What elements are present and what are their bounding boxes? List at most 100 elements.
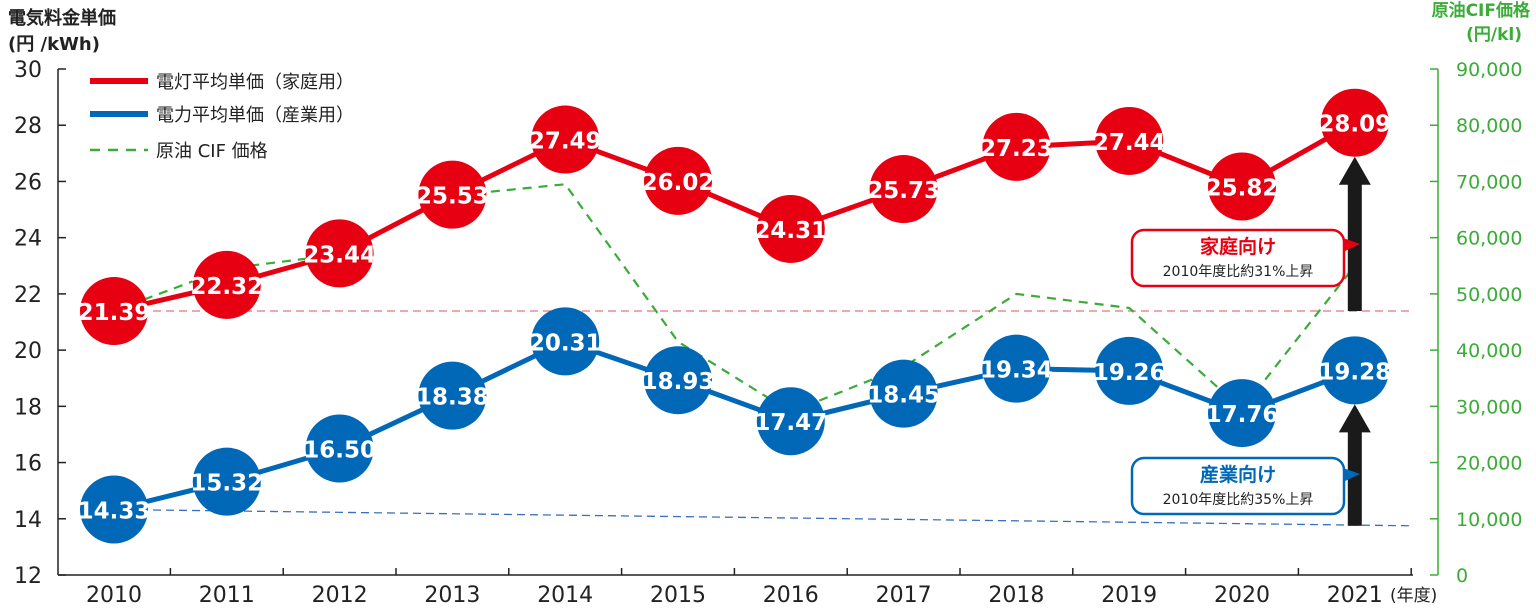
- x-tick-label: 2019: [1101, 583, 1157, 608]
- industrial-data-label: 19.26: [1093, 360, 1166, 386]
- residential-point: [869, 155, 938, 224]
- residential-point: [1320, 88, 1389, 157]
- left-tick-label: 16: [14, 452, 42, 477]
- legend: 電灯平均単価（家庭用） 電力平均単価（産業用） 原油 CIF 価格: [90, 72, 354, 162]
- left-axis-title-line2: (円 /kWh): [8, 34, 100, 55]
- industrial-data-label: 17.47: [754, 410, 827, 436]
- left-tick-label: 24: [14, 227, 42, 252]
- left-tick-label: 12: [14, 564, 42, 589]
- residential-point: [305, 219, 374, 288]
- callout-title: 産業向け: [1200, 463, 1276, 486]
- industrial-point: [418, 361, 487, 430]
- x-tick-label: 2018: [988, 583, 1044, 608]
- right-axis-title-line1: 原油CIF価格: [1432, 0, 1531, 21]
- residential-data-label: 25.53: [416, 184, 489, 210]
- x-tick-label: 2014: [537, 583, 593, 608]
- industrial-point: [1320, 336, 1389, 405]
- x-tick-label: 2015: [650, 583, 706, 608]
- industrial-baseline: [113, 508, 1414, 527]
- right-tick-label: 60,000: [1456, 228, 1522, 250]
- residential-point: [1208, 152, 1276, 221]
- industrial-data-label: 20.31: [529, 330, 602, 356]
- x-axis-unit-label: (年度): [1390, 586, 1437, 606]
- callout-text: 2010年度比約35%上昇: [1163, 492, 1314, 508]
- industrial-increase-arrow: [1338, 404, 1371, 526]
- residential-data-label: 25.73: [867, 178, 940, 204]
- legend-label-residential: 電灯平均単価（家庭用）: [156, 72, 354, 93]
- left-tick-label: 18: [14, 395, 42, 420]
- residential-point: [418, 160, 487, 229]
- industrial-point: [192, 447, 261, 516]
- x-tick-label: 2012: [312, 583, 368, 608]
- x-tick-label: 2011: [199, 583, 255, 608]
- industrial-point: [869, 359, 938, 428]
- residential-point: [531, 105, 600, 174]
- industrial-data-label: 19.34: [980, 358, 1053, 384]
- industrial-data-label: 17.76: [1206, 402, 1279, 428]
- industrial-point: [80, 475, 148, 544]
- residential-data-label: 27.44: [1093, 130, 1166, 156]
- industrial-data-label: 14.33: [78, 499, 151, 525]
- right-tick-label: 80,000: [1456, 115, 1522, 137]
- residential-point: [192, 250, 261, 319]
- industrial-point: [644, 346, 712, 415]
- residential-increase-arrow: [1338, 156, 1371, 312]
- right-tick-label: 10,000: [1456, 509, 1522, 531]
- right-tick-label: 70,000: [1456, 171, 1522, 193]
- residential-point: [756, 194, 825, 263]
- industrial-data-label: 18.93: [642, 369, 715, 395]
- industrial-data-label: 18.45: [867, 383, 940, 409]
- residential-data-label: 21.39: [78, 300, 151, 326]
- x-tick-label: 2013: [424, 583, 480, 608]
- industrial-point: [982, 334, 1051, 403]
- right-tick-label: 0: [1456, 565, 1468, 587]
- residential-data-label: 25.82: [1206, 176, 1279, 202]
- legend-label-industrial: 電力平均単価（産業用）: [156, 105, 354, 126]
- left-axis-title-line1: 電気料金単価: [8, 7, 116, 29]
- industrial-point: [305, 414, 374, 483]
- x-tick-label: 2016: [763, 583, 819, 608]
- industrial-point: [531, 307, 600, 376]
- left-tick-label: 20: [14, 339, 42, 364]
- industrial-callout: 産業向け 2010年度比約35%上昇: [1130, 456, 1360, 516]
- residential-data-label: 23.44: [303, 242, 376, 268]
- residential-point: [644, 146, 712, 215]
- right-axis-title-line2: (円/kl): [1466, 25, 1522, 45]
- industrial-data-label: 15.32: [190, 471, 263, 497]
- residential-callout: 家庭向け 2010年度比約31%上昇: [1130, 228, 1360, 288]
- left-tick-label: 26: [14, 170, 42, 195]
- x-tick-label: 2020: [1214, 583, 1270, 608]
- residential-data-label: 27.23: [980, 136, 1053, 162]
- residential-point: [1095, 106, 1164, 175]
- industrial-data-label: 16.50: [303, 438, 376, 464]
- industrial-point: [756, 387, 825, 456]
- industrial-point: [1208, 379, 1276, 448]
- left-tick-label: 22: [14, 283, 42, 308]
- left-tick-label: 28: [14, 114, 42, 139]
- legend-label-oil: 原油 CIF 価格: [156, 141, 268, 162]
- industrial-data-label: 19.28: [1318, 359, 1391, 385]
- oil-cif-line: [113, 183, 1356, 414]
- left-tick-label: 14: [14, 508, 42, 533]
- right-tick-label: 40,000: [1456, 340, 1522, 362]
- industrial-data-label: 18.38: [416, 385, 489, 411]
- x-tick-label: 2021: [1327, 583, 1383, 608]
- residential-point: [982, 112, 1051, 181]
- residential-data-label: 26.02: [642, 170, 715, 196]
- residential-data-label: 28.09: [1318, 112, 1391, 138]
- x-tick-label: 2010: [86, 583, 142, 608]
- left-tick-label: 30: [14, 58, 42, 83]
- callout-title: 家庭向け: [1200, 235, 1276, 258]
- right-tick-label: 20,000: [1456, 453, 1522, 475]
- residential-data-label: 24.31: [754, 218, 827, 244]
- right-tick-label: 50,000: [1456, 284, 1522, 306]
- industrial-point: [1095, 336, 1164, 405]
- x-tick-label: 2017: [876, 583, 932, 608]
- residential-data-label: 27.49: [529, 129, 602, 155]
- right-tick-label: 90,000: [1456, 59, 1522, 81]
- residential-point: [80, 277, 148, 346]
- residential-data-label: 22.32: [190, 274, 263, 300]
- callout-text: 2010年度比約31%上昇: [1163, 264, 1314, 280]
- right-tick-label: 30,000: [1456, 396, 1522, 418]
